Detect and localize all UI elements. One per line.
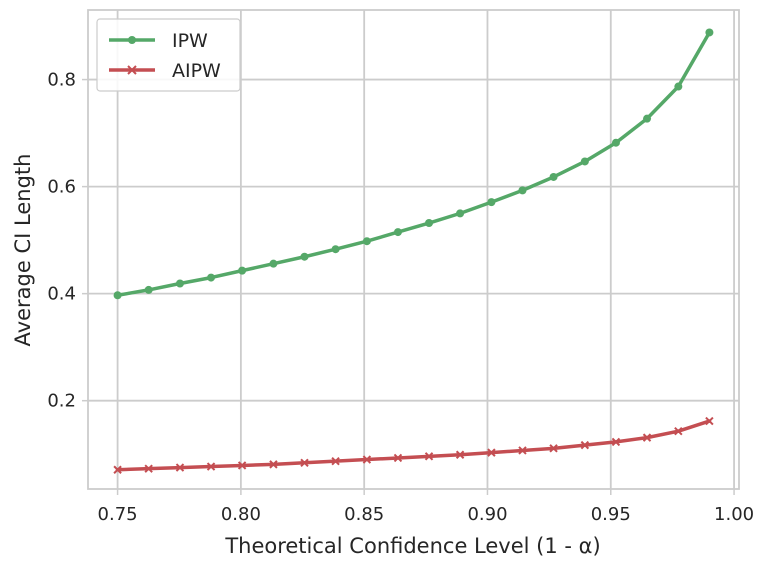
- data-point-aipw: [424, 452, 434, 461]
- grid-lines: [88, 10, 739, 489]
- y-tick-labels: 0.2 0.4 0.6 0.8: [47, 70, 88, 412]
- y-tick-label: 0.4: [47, 284, 76, 305]
- data-point-aipw: [549, 444, 558, 453]
- data-point-ipw: [113, 291, 122, 300]
- data-point-ipw: [269, 259, 278, 268]
- data-point-aipw: [518, 446, 527, 455]
- series-line-aipw: [115, 419, 712, 472]
- series-line-ipw: [115, 30, 712, 298]
- data-point-ipw: [487, 198, 496, 207]
- data-point-ipw: [238, 266, 247, 275]
- data-point-ipw: [549, 172, 558, 181]
- data-point-aipw: [642, 433, 652, 442]
- data-point-ipw: [207, 273, 216, 282]
- y-axis-label: Average CI Length: [11, 154, 35, 347]
- data-point-aipw: [237, 461, 247, 470]
- data-point-ipw: [393, 228, 402, 237]
- data-point-aipw: [393, 453, 403, 463]
- data-point-ipw: [362, 237, 371, 246]
- data-point-aipw: [300, 458, 309, 467]
- data-point-aipw: [455, 450, 465, 459]
- legend-marker-ipw: [128, 36, 136, 44]
- x-tick-label: 1.00: [714, 504, 754, 525]
- data-point-aipw: [580, 440, 590, 450]
- data-point-aipw: [331, 456, 340, 466]
- data-point-aipw: [611, 437, 621, 447]
- plot-frame: [87, 9, 740, 490]
- x-tick-labels: 0.75 0.80 0.85 0.90 0.95 1.00: [98, 489, 754, 525]
- y-tick-label: 0.2: [47, 391, 76, 412]
- data-point-ipw: [425, 219, 434, 228]
- data-point-ipw: [705, 28, 714, 37]
- data-point-aipw: [206, 462, 216, 471]
- data-point-ipw: [331, 245, 340, 254]
- x-tick-label: 0.90: [467, 504, 507, 525]
- data-point-ipw: [518, 186, 527, 195]
- data-point-ipw: [674, 82, 683, 91]
- legend: IPW AIPW: [96, 18, 241, 92]
- legend-label-aipw: AIPW: [172, 60, 221, 82]
- data-point-ipw: [300, 252, 309, 261]
- data-point-aipw: [705, 416, 714, 426]
- data-point-aipw: [269, 460, 278, 469]
- data-point-aipw: [487, 448, 496, 457]
- data-point-ipw: [456, 209, 465, 218]
- data-point-aipw: [113, 465, 122, 474]
- data-point-ipw: [643, 114, 652, 123]
- x-tick-label: 0.85: [344, 504, 384, 525]
- legend-label-ipw: IPW: [172, 30, 208, 52]
- y-tick-label: 0.8: [47, 70, 76, 91]
- data-point-ipw: [580, 157, 589, 166]
- data-point-ipw: [175, 279, 184, 288]
- x-axis-label: Theoretical Confidence Level (1 - α): [224, 534, 600, 558]
- data-point-aipw: [175, 463, 185, 472]
- x-tick-label: 0.75: [98, 504, 138, 525]
- data-point-aipw: [362, 455, 372, 464]
- series-group: [113, 28, 714, 474]
- data-point-aipw: [144, 464, 153, 473]
- data-point-aipw: [674, 426, 683, 436]
- data-point-ipw: [144, 285, 153, 294]
- x-tick-label: 0.80: [221, 504, 261, 525]
- x-tick-label: 0.95: [591, 504, 631, 525]
- y-tick-label: 0.6: [47, 177, 76, 198]
- legend-marker-aipw: [127, 65, 137, 75]
- data-point-ipw: [611, 138, 620, 147]
